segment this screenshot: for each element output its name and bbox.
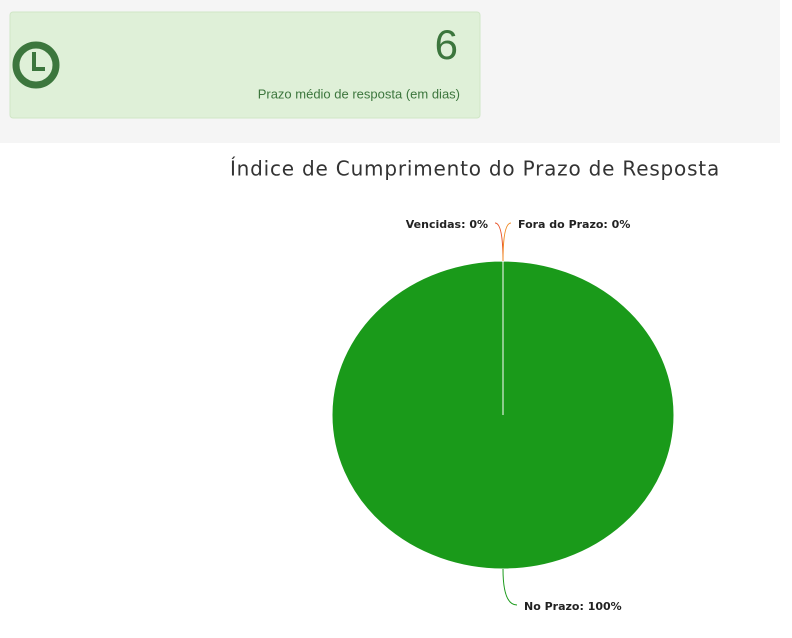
- label-connector: [502, 222, 512, 262]
- label-connector: [502, 568, 518, 606]
- stat-card: [9, 11, 481, 119]
- stat-value: 6: [435, 21, 458, 68]
- stat-label: Prazo médio de resposta (em dias): [258, 86, 460, 101]
- pie-slice: [331, 260, 675, 570]
- chart-title: Índice de Cumprimento do Prazo de Respos…: [230, 157, 720, 181]
- data-label: Vencidas: 0%: [406, 218, 488, 231]
- clock-icon: [12, 41, 60, 89]
- data-label: Fora do Prazo: 0%: [518, 218, 630, 231]
- clock-hands: [32, 52, 45, 71]
- data-label: No Prazo: 100%: [524, 600, 622, 613]
- label-connector: [494, 222, 504, 262]
